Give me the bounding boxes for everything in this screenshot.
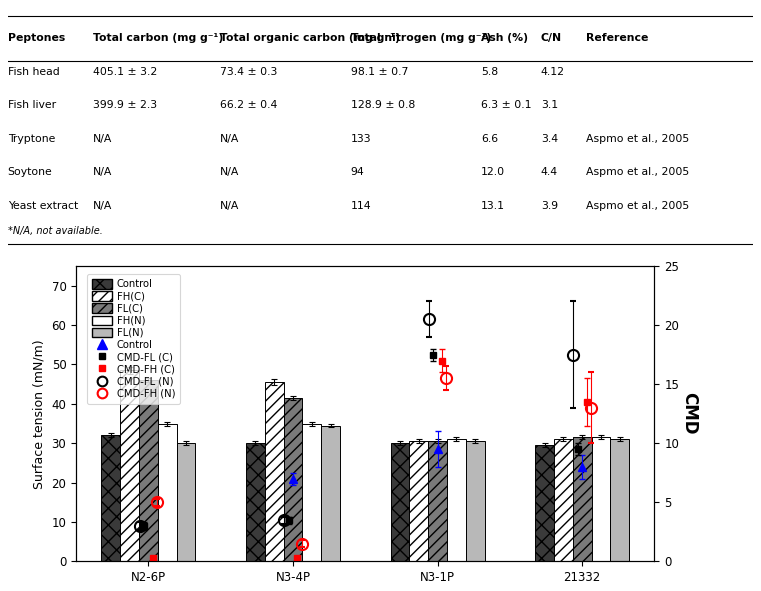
- Bar: [265, 382, 284, 561]
- Text: Fish head: Fish head: [8, 67, 59, 77]
- Text: Total carbon (mg g⁻¹): Total carbon (mg g⁻¹): [94, 33, 224, 43]
- Text: Peptones: Peptones: [8, 33, 65, 43]
- Bar: [591, 437, 610, 561]
- Text: 13.1: 13.1: [481, 201, 505, 211]
- Bar: [535, 445, 554, 561]
- Text: Ash (%): Ash (%): [481, 33, 528, 43]
- Text: 405.1 ± 3.2: 405.1 ± 3.2: [94, 67, 158, 77]
- Text: 6.3 ± 0.1: 6.3 ± 0.1: [481, 100, 532, 110]
- Text: 114: 114: [351, 201, 371, 211]
- Text: Tryptone: Tryptone: [8, 134, 55, 144]
- Bar: [120, 371, 139, 561]
- Text: N/A: N/A: [94, 201, 113, 211]
- Text: 66.2 ± 0.4: 66.2 ± 0.4: [220, 100, 278, 110]
- Text: N/A: N/A: [94, 134, 113, 144]
- Y-axis label: Surface tension (mN/m): Surface tension (mN/m): [33, 339, 46, 489]
- Bar: [447, 439, 466, 561]
- Text: 3.4: 3.4: [541, 134, 558, 144]
- Text: 6.6: 6.6: [481, 134, 498, 144]
- Text: Aspmo et al., 2005: Aspmo et al., 2005: [586, 134, 689, 144]
- Y-axis label: CMD: CMD: [680, 392, 699, 435]
- Text: 3.9: 3.9: [541, 201, 558, 211]
- Text: Soytone: Soytone: [8, 167, 53, 177]
- Text: Fish liver: Fish liver: [8, 100, 56, 110]
- Bar: [554, 439, 573, 561]
- Text: 4.4: 4.4: [541, 167, 558, 177]
- Bar: [284, 398, 302, 561]
- Bar: [573, 437, 591, 561]
- Bar: [302, 424, 321, 561]
- Text: 3.1: 3.1: [541, 100, 558, 110]
- Legend: Control, FH(C), FL(C), FH(N), FL(N), Control, CMD-FL (C), CMD-FH (C), CMD-FL (N): Control, FH(C), FL(C), FH(N), FL(N), Con…: [87, 274, 180, 404]
- Text: Aspmo et al., 2005: Aspmo et al., 2005: [586, 167, 689, 177]
- Text: 399.9 ± 2.3: 399.9 ± 2.3: [94, 100, 158, 110]
- Bar: [466, 441, 485, 561]
- Text: 73.4 ± 0.3: 73.4 ± 0.3: [220, 67, 278, 77]
- Text: 133: 133: [351, 134, 371, 144]
- Bar: [321, 426, 340, 561]
- X-axis label: $\mathit{Bacillus}$ strains: $\mathit{Bacillus}$ strains: [311, 590, 419, 591]
- Text: *N/A, not available.: *N/A, not available.: [8, 226, 103, 236]
- Text: N/A: N/A: [94, 167, 113, 177]
- Text: N/A: N/A: [220, 134, 240, 144]
- Text: 5.8: 5.8: [481, 67, 498, 77]
- Bar: [246, 443, 265, 561]
- Text: 98.1 ± 0.7: 98.1 ± 0.7: [351, 67, 408, 77]
- Text: 94: 94: [351, 167, 365, 177]
- Bar: [409, 441, 428, 561]
- Bar: [101, 436, 120, 561]
- Bar: [610, 439, 629, 561]
- Text: 128.9 ± 0.8: 128.9 ± 0.8: [351, 100, 415, 110]
- Text: N/A: N/A: [220, 201, 240, 211]
- Text: 4.12: 4.12: [541, 67, 565, 77]
- Text: N/A: N/A: [220, 167, 240, 177]
- Text: Reference: Reference: [586, 33, 648, 43]
- Text: Aspmo et al., 2005: Aspmo et al., 2005: [586, 201, 689, 211]
- Bar: [390, 443, 409, 561]
- Bar: [158, 424, 177, 561]
- Text: C/N: C/N: [541, 33, 562, 43]
- Bar: [428, 441, 447, 561]
- Text: Total nitrogen (mg g⁻¹): Total nitrogen (mg g⁻¹): [351, 33, 491, 43]
- Text: Yeast extract: Yeast extract: [8, 201, 78, 211]
- Text: 12.0: 12.0: [481, 167, 505, 177]
- Bar: [177, 443, 196, 561]
- Bar: [139, 380, 158, 561]
- Text: Total organic carbon (mg g⁻¹): Total organic carbon (mg g⁻¹): [220, 33, 400, 43]
